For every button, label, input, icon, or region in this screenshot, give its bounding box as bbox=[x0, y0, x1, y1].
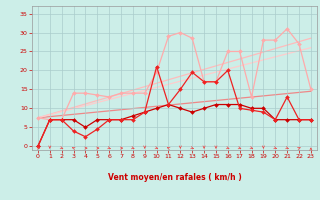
X-axis label: Vent moyen/en rafales ( km/h ): Vent moyen/en rafales ( km/h ) bbox=[108, 173, 241, 182]
